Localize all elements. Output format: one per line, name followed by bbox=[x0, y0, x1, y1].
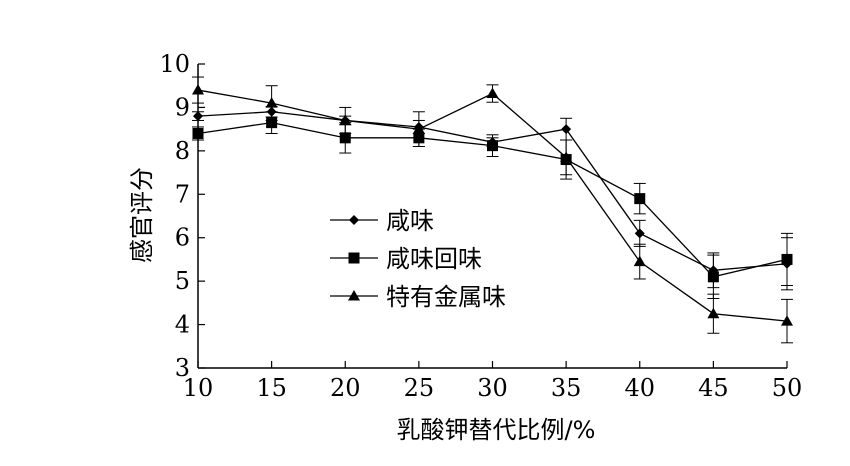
data-point bbox=[634, 193, 646, 205]
data-point bbox=[561, 124, 572, 135]
data-point bbox=[781, 315, 793, 326]
legend-label: 咸味 bbox=[386, 207, 434, 235]
data-point bbox=[412, 123, 425, 134]
data-point bbox=[265, 97, 278, 108]
x-tick-label: 50 bbox=[772, 374, 803, 402]
axes bbox=[197, 63, 788, 369]
legend-marker bbox=[349, 215, 359, 225]
y-tick-label: 6 bbox=[175, 224, 190, 252]
data-point bbox=[193, 111, 203, 122]
data-point bbox=[266, 117, 278, 129]
y-axis-title: 感官评分 bbox=[128, 167, 156, 263]
data-point bbox=[707, 307, 720, 319]
legend-marker bbox=[348, 290, 360, 301]
y-tick-label: 10 bbox=[159, 50, 190, 78]
data-point bbox=[487, 140, 498, 152]
data-point bbox=[486, 87, 499, 99]
y-tick-label: 7 bbox=[175, 180, 190, 208]
y-tick-label: 4 bbox=[175, 311, 190, 339]
data-point bbox=[192, 127, 204, 139]
legend-label: 特有金属味 bbox=[386, 283, 506, 311]
y-tick-label: 5 bbox=[175, 267, 190, 295]
data-point bbox=[781, 253, 793, 265]
data-point bbox=[266, 106, 277, 117]
x-tick-label: 40 bbox=[624, 374, 655, 402]
x-tick-label: 45 bbox=[698, 374, 729, 402]
y-tick-label: 9 bbox=[175, 93, 190, 121]
data-point bbox=[339, 132, 351, 144]
legend-marker bbox=[348, 252, 360, 264]
x-tick-label: 15 bbox=[256, 374, 287, 402]
data-point bbox=[560, 151, 573, 162]
data-point bbox=[192, 84, 204, 95]
x-tick-label: 10 bbox=[183, 374, 214, 402]
x-tick-label: 35 bbox=[551, 374, 582, 402]
legend-label: 咸味回味 bbox=[386, 245, 482, 273]
x-axis-title: 乳酸钾替代比例/% bbox=[397, 416, 596, 444]
data-point bbox=[634, 228, 645, 239]
series-markers bbox=[192, 84, 793, 326]
x-tick-label: 25 bbox=[404, 374, 435, 402]
x-tick-label: 30 bbox=[477, 374, 508, 402]
data-point bbox=[339, 114, 352, 125]
data-point bbox=[413, 132, 425, 144]
y-tick-label: 3 bbox=[175, 354, 190, 382]
x-tick-label: 20 bbox=[330, 374, 361, 402]
data-point bbox=[633, 255, 646, 267]
data-point bbox=[707, 271, 719, 283]
y-tick-label: 8 bbox=[175, 137, 190, 165]
